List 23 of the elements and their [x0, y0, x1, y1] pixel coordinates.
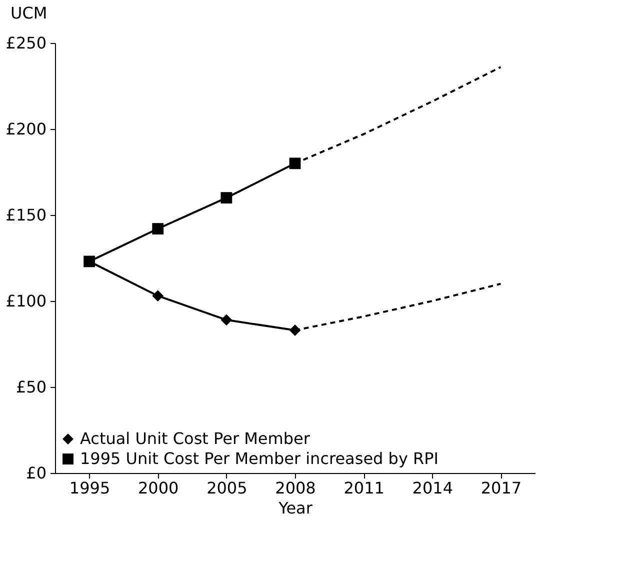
point	[152, 223, 164, 234]
y-tick-label: £50	[16, 378, 46, 396]
legend-label: 1995 Unit Cost Per Member increased by RPI	[80, 449, 438, 468]
x-tick-label: 2011	[344, 478, 384, 498]
y-tick-label: £150	[6, 206, 46, 224]
y-tick-label: £250	[6, 34, 46, 52]
x-axis-title: Year	[278, 498, 313, 518]
x-tick-label: 1995	[69, 478, 110, 498]
point	[84, 256, 95, 268]
x-tick-label: 2005	[206, 478, 248, 498]
legend-label: Actual Unit Cost Per Member	[80, 429, 310, 448]
y-tick-label: £200	[6, 120, 46, 138]
x-tick-label: 2014	[412, 478, 453, 498]
point	[289, 158, 301, 170]
x-tick-label: 2017	[480, 478, 522, 498]
x-tick-label: 2000	[138, 478, 179, 498]
x-tick-label: 2008	[275, 478, 316, 498]
point	[220, 192, 232, 204]
point	[152, 290, 164, 302]
point	[220, 314, 232, 326]
y-tick-label: £100	[6, 292, 46, 310]
y-tick-label: £0	[26, 464, 46, 482]
y-axis-title: UCM	[10, 4, 48, 22]
